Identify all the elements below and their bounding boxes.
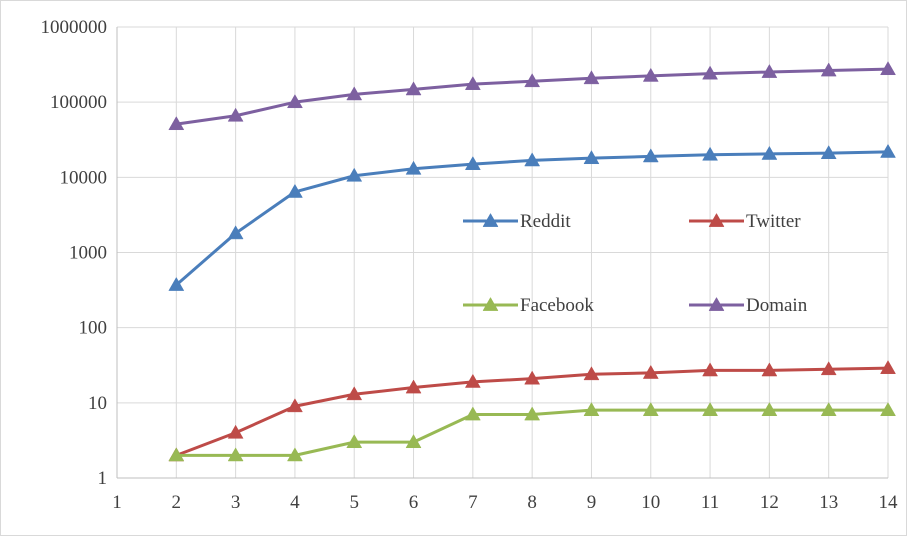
data-point-marker <box>761 63 778 78</box>
x-tick-label: 13 <box>819 492 838 513</box>
legend-label: Twitter <box>746 211 801 232</box>
data-point-marker <box>524 73 541 88</box>
data-point-marker <box>820 361 837 376</box>
x-tick-label: 3 <box>231 492 241 513</box>
data-point-marker <box>286 447 303 462</box>
data-point-marker <box>346 86 363 101</box>
legend-item-facebook: Facebook <box>463 295 594 316</box>
data-point-marker <box>227 225 244 240</box>
data-point-marker <box>346 167 363 182</box>
data-point-marker <box>227 107 244 122</box>
data-point-marker <box>820 145 837 159</box>
data-point-marker <box>227 447 244 462</box>
y-tick-label: 10 <box>88 393 107 414</box>
x-tick-label: 8 <box>527 492 537 513</box>
x-tick-label: 12 <box>760 492 779 513</box>
legend: Reddit Twitter Facebook Domain <box>463 211 808 316</box>
data-point-marker <box>405 81 422 96</box>
legend-item-twitter: Twitter <box>689 211 801 232</box>
data-point-marker <box>524 406 541 421</box>
data-point-marker <box>405 379 422 394</box>
data-point-marker <box>820 62 837 77</box>
series-facebook <box>168 402 896 462</box>
data-point-marker <box>286 398 303 413</box>
data-point-marker <box>702 65 719 80</box>
data-point-marker <box>168 116 185 131</box>
data-point-marker <box>583 150 600 165</box>
y-tick-label: 1000 <box>69 243 107 264</box>
x-tick-label: 1 <box>112 492 122 513</box>
data-point-marker <box>168 447 185 462</box>
data-point-marker <box>464 156 481 170</box>
y-tick-label: 100000 <box>50 92 107 113</box>
data-point-marker <box>880 360 896 374</box>
legend-label: Domain <box>746 295 808 316</box>
data-point-marker <box>227 424 244 439</box>
legend-item-reddit: Reddit <box>463 211 571 232</box>
data-point-marker <box>642 148 659 163</box>
data-point-marker <box>761 402 778 416</box>
data-point-marker <box>880 143 896 158</box>
series-lines <box>168 61 896 462</box>
legend-label: Reddit <box>520 211 571 232</box>
x-tick-label: 6 <box>409 492 419 513</box>
data-point-marker <box>405 434 422 449</box>
x-tick-label: 4 <box>290 492 300 513</box>
data-point-marker <box>642 364 659 379</box>
x-tick-label: 11 <box>701 492 719 513</box>
y-tick-label: 100 <box>79 318 108 339</box>
x-tick-label: 14 <box>879 492 899 513</box>
legend-marker <box>482 212 499 227</box>
x-tick-label: 10 <box>641 492 660 513</box>
data-point-marker <box>761 362 778 377</box>
data-point-marker <box>702 146 719 161</box>
data-point-marker <box>880 402 896 416</box>
data-point-marker <box>524 370 541 385</box>
data-point-marker <box>880 61 896 76</box>
legend-marker <box>708 296 725 311</box>
data-point-marker <box>702 362 719 377</box>
data-point-marker <box>168 276 185 291</box>
x-tick-label: 5 <box>349 492 359 513</box>
data-point-marker <box>286 94 303 109</box>
legend-marker <box>708 212 725 227</box>
data-point-marker <box>820 402 837 416</box>
data-point-marker <box>464 76 481 90</box>
data-point-marker <box>346 386 363 401</box>
legend-label: Facebook <box>520 295 594 316</box>
y-tick-label: 10000 <box>60 167 108 188</box>
legend-marker <box>482 296 499 311</box>
data-point-marker <box>583 402 600 416</box>
series-domain <box>168 61 896 131</box>
y-tick-label: 1000000 <box>41 17 108 38</box>
data-point-marker <box>464 373 481 388</box>
data-point-marker <box>286 183 303 198</box>
data-point-marker <box>642 402 659 416</box>
data-point-marker <box>524 152 541 167</box>
data-point-marker <box>702 402 719 416</box>
data-point-marker <box>583 70 600 85</box>
data-point-marker <box>464 406 481 421</box>
x-tick-label: 7 <box>468 492 478 513</box>
series-twitter <box>168 360 896 462</box>
data-point-marker <box>346 434 363 449</box>
data-point-marker <box>642 67 659 82</box>
data-point-marker <box>583 366 600 381</box>
data-point-marker <box>761 145 778 160</box>
legend-item-domain: Domain <box>689 295 808 316</box>
series-reddit <box>168 143 896 291</box>
x-tick-label: 9 <box>587 492 597 513</box>
data-point-marker <box>405 160 422 175</box>
y-tick-label: 1 <box>98 468 108 489</box>
x-tick-label: 2 <box>172 492 182 513</box>
